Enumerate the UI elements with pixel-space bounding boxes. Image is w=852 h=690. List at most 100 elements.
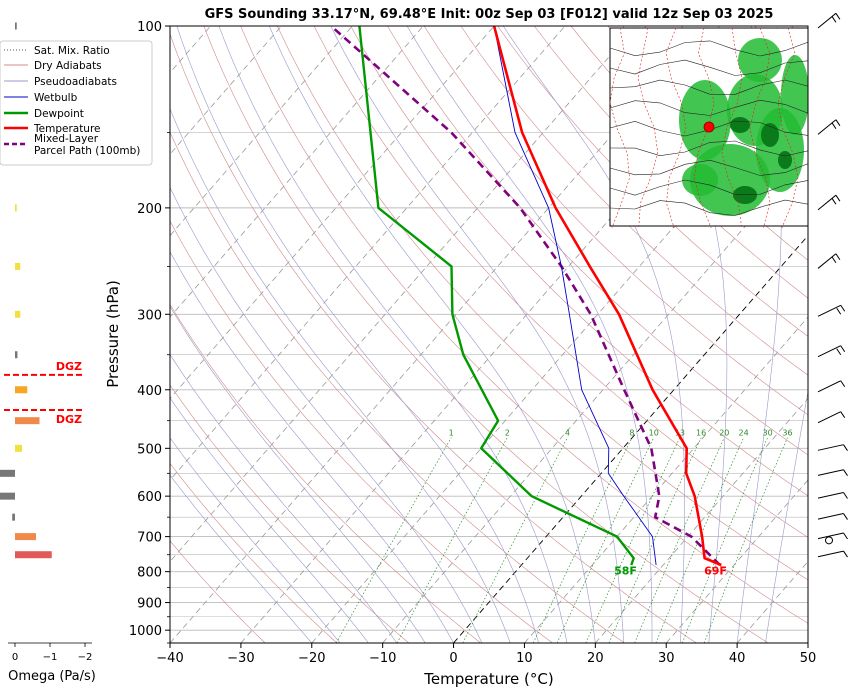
- y-tick-label: 500: [137, 442, 162, 457]
- pressure-contour: [609, 99, 808, 116]
- wind-barb-shaft: [817, 304, 841, 317]
- pressure-contour: [609, 159, 808, 176]
- y-tick-label: 200: [137, 202, 162, 217]
- plot-frame: [169, 25, 809, 644]
- wind-barb-flag: [836, 307, 842, 315]
- mixing-ratio-lines: 1 2 4 8 10 13 16 20 24 30 36: [335, 429, 793, 643]
- thickness-contour: [637, 27, 659, 229]
- surface-annotations: 58F 69F: [614, 565, 727, 578]
- omega-bar: [15, 444, 22, 452]
- omega-bar: [15, 551, 52, 559]
- dry-adiabat-line: [170, 220, 553, 643]
- x-tick-label: 20: [587, 651, 604, 666]
- dewpoint-line: [358, 26, 635, 566]
- pressure-contour: [609, 140, 808, 157]
- wind-barb-flag: [840, 411, 846, 418]
- precip-area: [738, 38, 782, 82]
- wind-barb-flag: [831, 197, 837, 205]
- pseudoadiabat-line: [502, 26, 685, 643]
- dry-adiabat-line: [170, 304, 481, 643]
- wind-barb-flag: [843, 469, 848, 476]
- legend-item-temperature-label: Temperature: [33, 123, 101, 135]
- y-tick-label: 600: [137, 490, 162, 505]
- legend-label-line: Parcel Path (100mb): [34, 145, 140, 157]
- isotherm-line: [170, 26, 282, 155]
- pseudoadiabat-line: [269, 26, 596, 643]
- omega-panel: 0 −1 −2 DGZ DGZ: [0, 22, 92, 663]
- wind-barb-flag: [835, 13, 841, 20]
- mixing-ratio-line: [608, 437, 702, 643]
- dry-adiabat-line: [240, 26, 808, 624]
- x-tick-label: −20: [298, 651, 325, 666]
- omega-axis-label: Omega (Pa/s): [8, 669, 96, 684]
- pseudoadiabat-line: [765, 389, 808, 643]
- surface-dewpoint-label: 58F: [614, 565, 637, 578]
- thickness-contour: [693, 27, 715, 229]
- pseudoadiabat-line: [218, 26, 568, 643]
- y-tick-label: 900: [137, 597, 162, 612]
- thickness-contour: [665, 27, 687, 229]
- pseudoadiabat-line: [170, 397, 369, 643]
- dry-adiabat-line: [350, 26, 808, 497]
- omega-bar: [15, 22, 17, 30]
- mixing-ratio-line: [634, 437, 725, 643]
- mixing-ratio-label: 4: [565, 429, 570, 438]
- omega-bar: [0, 469, 15, 477]
- wind-barb-flag: [840, 304, 846, 312]
- thickness-contour: [609, 27, 630, 229]
- dry-adiabat-line: [170, 131, 625, 643]
- location-marker: [703, 121, 715, 133]
- omega-bar: [15, 533, 36, 541]
- mixing-ratio-label: 1: [449, 429, 454, 438]
- dry-adiabat-line: [387, 26, 808, 456]
- wind-barb-shaft: [817, 345, 841, 358]
- y-axis-ticks: 100 200 300 400 500 600 700 800 900 1000: [129, 20, 170, 644]
- mixing-ratio-line: [655, 437, 744, 643]
- wind-barb-flag: [831, 122, 837, 129]
- wind-barbs: [817, 12, 848, 558]
- pressure-contour: [609, 40, 808, 57]
- dry-adiabat-line: [170, 384, 410, 643]
- omega-bar: [15, 262, 21, 270]
- y-tick-label: 400: [137, 384, 162, 399]
- x-tick-label: 0: [449, 651, 457, 666]
- pseudoadiabat-line: [176, 26, 539, 643]
- pressure-contour: [609, 179, 808, 196]
- sounding-traces: [330, 26, 722, 567]
- x-tick-label: 30: [658, 651, 675, 666]
- dry-adiabat-line: [277, 26, 808, 581]
- isotherm-line: [170, 26, 637, 563]
- pseudoadiabat-line: [170, 353, 398, 643]
- wind-barb-shaft: [817, 444, 844, 451]
- wetbulb-line: [493, 26, 657, 566]
- y-tick-label: 1000: [129, 624, 162, 639]
- wind-barb-flag: [840, 345, 846, 353]
- legend-item-dry-adiabats-label: Dry Adiabats: [34, 60, 102, 72]
- wind-barb-flag: [835, 119, 841, 126]
- x-tick-label: −40: [156, 651, 183, 666]
- pseudoadiabat-line: [170, 251, 454, 643]
- mixing-ratio-line: [335, 437, 452, 643]
- legend-item-pseudoadiabats-label: Pseudoadiabats: [34, 76, 117, 88]
- wind-barb-flag: [843, 532, 848, 540]
- precip-core: [761, 123, 779, 147]
- pressure-contour: [609, 199, 808, 216]
- dry-adiabat-line: [203, 26, 769, 643]
- mixing-ratio-label: 8: [629, 429, 634, 438]
- temperature-line: [492, 26, 722, 567]
- mixing-ratio-label: 24: [739, 429, 749, 438]
- y-axis-label: Pressure (hPa): [104, 280, 122, 388]
- pseudoadiabat-line: [170, 186, 483, 643]
- precip-area: [682, 164, 718, 196]
- legend-item-mixing-ratio-label: Sat. Mix. Ratio: [34, 45, 110, 57]
- legend-item-parcel-path-label: Mixed-Layer Parcel Path (100mb): [34, 133, 140, 157]
- wind-barb-shaft: [817, 194, 837, 211]
- isotherm-line: [807, 642, 808, 643]
- dry-adiabats: [170, 26, 808, 643]
- wind-barb-flag: [843, 550, 848, 558]
- wind-barb-flag: [831, 256, 837, 264]
- legend: Sat. Mix. Ratio Dry Adiabats Pseudoadiabat…: [0, 40, 153, 166]
- x-axis-label: Temperature (°C): [423, 670, 553, 688]
- thickness-contour: [777, 27, 799, 229]
- wind-barb-flag: [843, 513, 848, 520]
